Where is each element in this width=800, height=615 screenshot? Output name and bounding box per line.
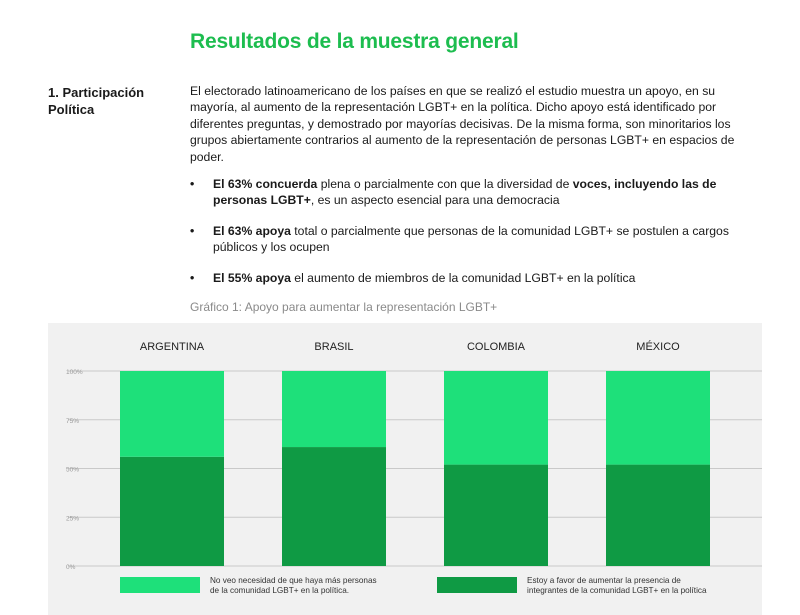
bar-segment-no-need	[444, 371, 548, 465]
bar-segment-no-need	[606, 371, 710, 465]
legend-swatch-no-need	[120, 577, 200, 593]
finding-emphasis: El 63% concuerda	[213, 177, 318, 191]
legend-label: No veo necesidad de que haya más persona…	[210, 576, 377, 585]
finding-text: , es un aspecto esencial para una democr…	[310, 193, 560, 208]
finding-emphasis: El 55% apoya	[213, 270, 291, 285]
bullet-icon: •	[190, 177, 195, 191]
legend-label: integrantes de la comunidad LGBT+ en la …	[527, 586, 707, 595]
y-tick-label: 50%	[66, 467, 79, 474]
finding-emphasis: El 63% apoya	[213, 223, 291, 238]
chart-caption: Gráfico 1: Apoyo para aumentar la repres…	[190, 300, 498, 314]
legend-label: Estoy a favor de aumentar la presencia d…	[527, 576, 681, 585]
finding-text: plena o parcialmente con que la diversid…	[317, 177, 573, 191]
bar-segment-no-need	[120, 371, 224, 457]
bar-segment-favor	[606, 464, 710, 566]
section-label: 1. Participación Política	[48, 84, 168, 118]
stacked-bar-chart: 100% 75% 50% 25% 0% ARGENTINA BRASIL COLOMBIA MÉ…	[66, 340, 762, 595]
bar-segment-favor	[120, 456, 224, 566]
finding-text: el aumento de miembros de la comunidad L…	[290, 270, 636, 285]
intro-paragraph: El electorado latinoamericano de los paí…	[190, 84, 735, 164]
category-label: ARGENTINA	[140, 341, 205, 353]
findings-list: • El 63% concuerda plena o parcialmente …	[190, 176, 765, 300]
y-tick-label: 75%	[66, 418, 79, 425]
y-tick-label: 0%	[66, 564, 76, 571]
section-label-line1: 1. Participación	[48, 85, 145, 100]
y-tick-label: 25%	[66, 515, 79, 522]
finding-item: • El 63% apoya total o parcialmente que …	[190, 223, 765, 256]
chart-panel: 100% 75% 50% 25% 0% ARGENTINA BRASIL COLOMBIA MÉ…	[48, 323, 762, 615]
legend-swatch-favor	[437, 577, 517, 593]
category-label: COLOMBIA	[467, 341, 526, 353]
category-label: BRASIL	[314, 341, 353, 353]
bar-segment-favor	[444, 464, 548, 566]
category-label: MÉXICO	[636, 340, 680, 353]
bullet-icon: •	[190, 270, 195, 285]
y-tick-label: 100%	[66, 369, 83, 376]
page-heading: Resultados de la muestra general	[190, 30, 519, 53]
finding-item: • El 55% apoya el aumento de miembros de…	[190, 270, 765, 286]
finding-text: total o parcialmente que personas de la …	[213, 223, 729, 255]
bullet-icon: •	[190, 223, 195, 238]
section-label-line2: Política	[48, 102, 95, 117]
bar-segment-no-need	[282, 371, 386, 448]
bar-segment-favor	[282, 447, 386, 566]
legend-label: de la comunidad LGBT+ en la política.	[210, 586, 349, 595]
finding-item: • El 63% concuerda plena o parcialmente …	[190, 176, 765, 209]
finding-emphasis: voces, incluyendo las de personas LGBT+	[213, 177, 717, 208]
